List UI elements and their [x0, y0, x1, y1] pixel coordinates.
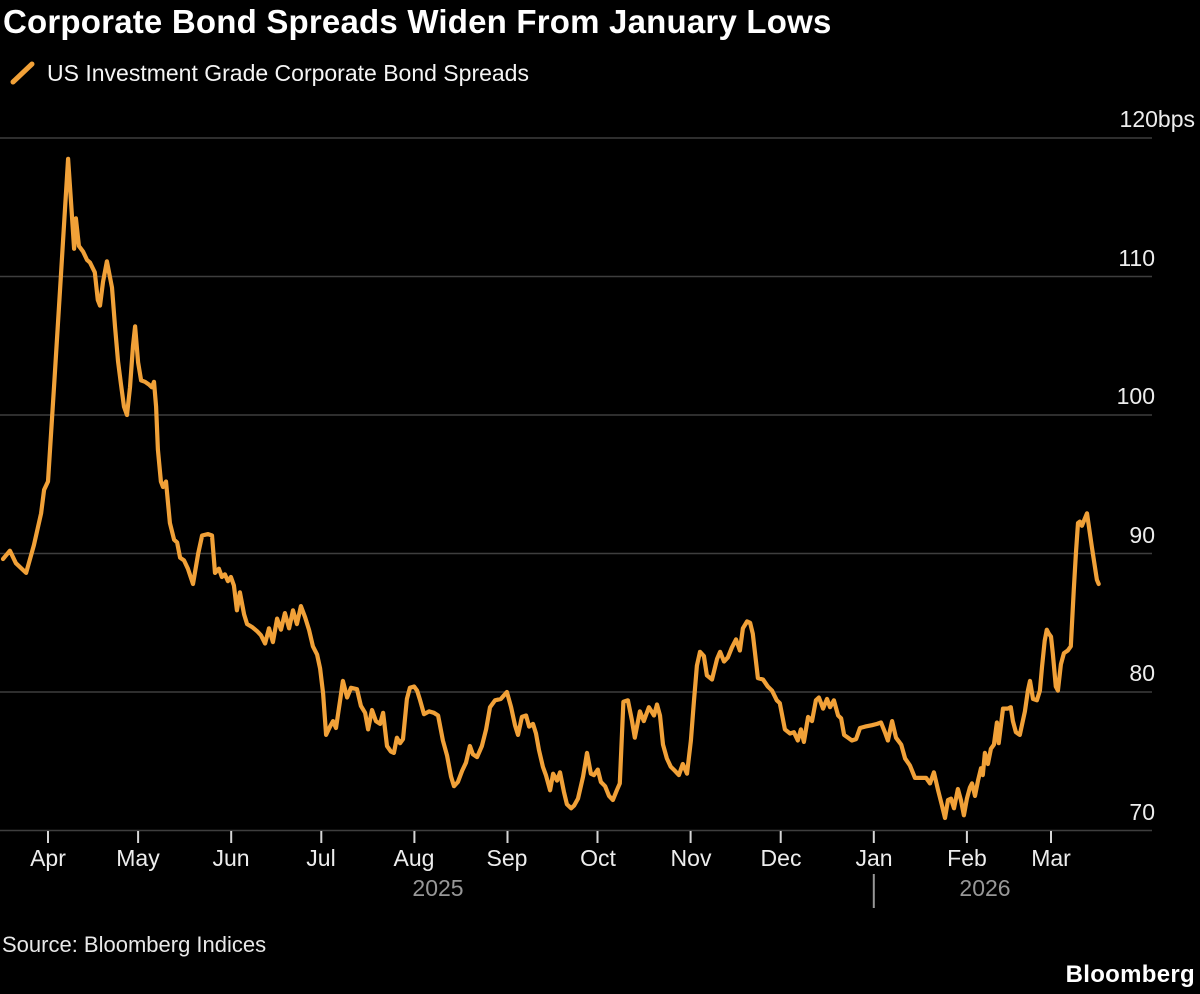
y-axis-label-80: 80 — [1129, 660, 1155, 686]
x-axis-label-jul: Jul — [306, 845, 336, 871]
line-chart-plot — [0, 137, 1152, 908]
x-axis-label-dec: Dec — [760, 845, 802, 871]
y-axis-label-110: 110 — [1118, 245, 1155, 271]
series-line — [0, 156, 1101, 821]
source-credit: Source: Bloomberg Indices — [2, 932, 267, 957]
x-axis-label-feb: Feb — [947, 845, 987, 871]
year-label-2025: 2025 — [412, 875, 464, 901]
y-axis-label-120: 120bps — [1119, 106, 1195, 132]
gridlines — [0, 137, 1152, 832]
chart-title: Corporate Bond Spreads Widen From Januar… — [3, 3, 832, 40]
x-axis-label-may: May — [116, 845, 160, 871]
x-axis-label-sep: Sep — [486, 845, 528, 871]
x-axis-label-jun: Jun — [212, 845, 250, 871]
legend: US Investment Grade Corporate Bond Sprea… — [8, 58, 529, 88]
legend-line-swatch-icon — [10, 61, 35, 85]
bloomberg-logo: Bloomberg — [1065, 961, 1195, 988]
x-axis-ticks — [47, 831, 1052, 843]
x-axis-label-aug: Aug — [393, 845, 435, 871]
year-label-2026: 2026 — [959, 875, 1011, 901]
x-axis-label-oct: Oct — [580, 845, 616, 871]
x-axis-label-mar: Mar — [1031, 845, 1071, 871]
y-axis-label-70: 70 — [1129, 799, 1155, 825]
x-axis-label-apr: Apr — [30, 845, 66, 871]
legend-label: US Investment Grade Corporate Bond Sprea… — [47, 60, 529, 86]
y-axis-label-90: 90 — [1129, 522, 1155, 548]
x-axis-label-jan: Jan — [855, 845, 893, 871]
y-axis-label-100: 100 — [1116, 383, 1155, 409]
x-axis-label-nov: Nov — [670, 845, 712, 871]
